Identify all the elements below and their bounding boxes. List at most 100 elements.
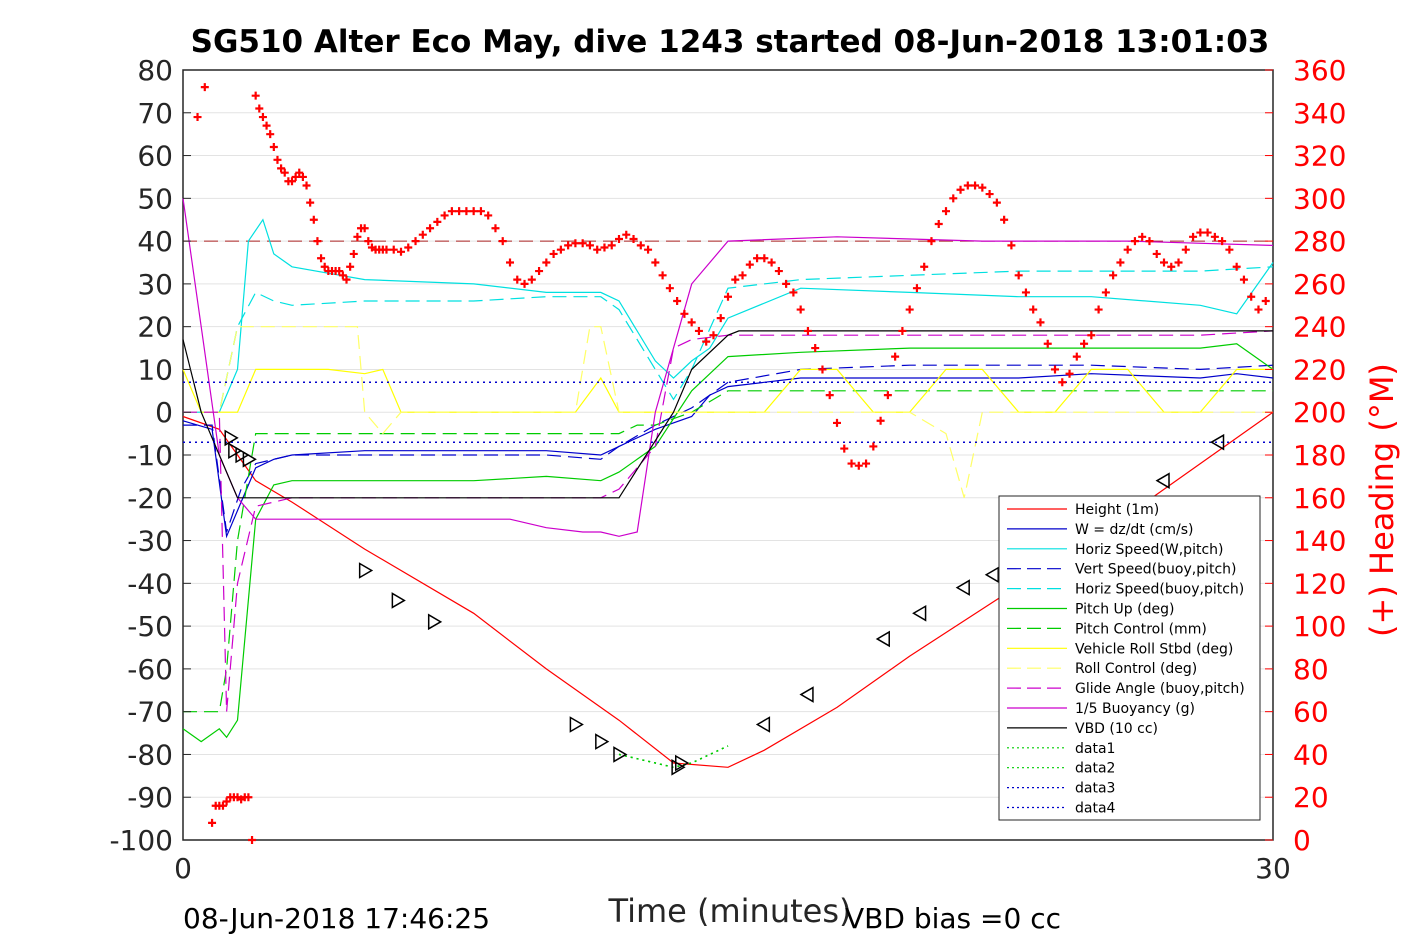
- y2-tick-label: 60: [1293, 696, 1329, 729]
- y-tick-label: 60: [137, 140, 173, 173]
- triangle-marker: [671, 758, 686, 776]
- heading-point: [818, 365, 827, 374]
- heading-point: [745, 260, 754, 269]
- heading-point: [364, 237, 373, 246]
- series-line: [182, 343, 1274, 743]
- triangle-marker: [242, 450, 257, 468]
- heading-point: [1145, 237, 1154, 246]
- y2-tick-label: 100: [1293, 610, 1346, 643]
- heading-point: [869, 442, 878, 451]
- axis-ticks-group: 80706050403020100-10-20-30-40-50-60-70-8…: [109, 54, 1346, 885]
- y-tick-label: 0: [155, 396, 173, 429]
- heading-point: [651, 258, 660, 267]
- heading-point: [338, 271, 347, 280]
- heading-point: [1138, 232, 1147, 241]
- series-line: [618, 745, 729, 769]
- heading-point: [1043, 339, 1052, 348]
- heading-point: [934, 220, 943, 228]
- heading-point: [222, 797, 231, 806]
- y2-tick-label: 80: [1293, 653, 1329, 686]
- heading-point: [702, 337, 711, 346]
- heading-point: [738, 271, 747, 280]
- heading-point: [291, 172, 300, 181]
- heading-point: [978, 183, 987, 192]
- heading-point: [1189, 232, 1198, 241]
- heading-point: [898, 326, 907, 335]
- heading-point: [767, 258, 776, 267]
- heading-point: [716, 314, 725, 323]
- heading-point: [549, 249, 558, 258]
- y2-axis-label: (+) Heading (°M): [1363, 363, 1401, 637]
- heading-point: [484, 211, 493, 220]
- triangle-marker: [613, 746, 628, 763]
- heading-point: [498, 237, 507, 246]
- series-line: [183, 330, 1274, 712]
- heading-point: [585, 241, 594, 250]
- heading-point: [273, 155, 282, 164]
- heading-point: [288, 177, 296, 186]
- heading-point: [694, 326, 703, 335]
- heading-point: [317, 254, 326, 263]
- triangle-marker: [391, 592, 406, 609]
- start-time-label: 08-Jun-2018 17:46:25: [183, 902, 490, 935]
- heading-point: [469, 207, 478, 216]
- heading-point: [404, 243, 413, 252]
- heading-point: [833, 418, 841, 427]
- series-line: [182, 198, 1274, 537]
- y-tick-label: -40: [127, 567, 173, 600]
- heading-point: [665, 284, 674, 293]
- heading-point: [306, 198, 315, 207]
- heading-point: [426, 224, 435, 233]
- series-line: [182, 368, 1273, 413]
- series-line: [618, 745, 729, 769]
- heading-point: [680, 309, 689, 318]
- y-tick-label: -90: [127, 781, 173, 814]
- heading-point: [985, 190, 994, 199]
- heading-point: [1174, 258, 1183, 267]
- heading-point: [218, 801, 227, 810]
- heading-point: [1101, 288, 1110, 297]
- y-tick-label: 40: [137, 225, 173, 258]
- heading-point: [418, 230, 427, 239]
- heading-point: [760, 254, 769, 263]
- y-tick-label: -20: [127, 482, 173, 515]
- heading-point: [1051, 365, 1059, 374]
- heading-point: [1130, 237, 1139, 246]
- y-tick-label: 10: [137, 353, 173, 386]
- y2-tick-label: 40: [1293, 738, 1329, 771]
- heading-point: [262, 121, 271, 130]
- heading-point: [709, 331, 718, 340]
- legend-label: Roll Control (deg): [1075, 661, 1197, 677]
- heading-point: [862, 459, 871, 468]
- y2-tick-label: 320: [1293, 140, 1346, 173]
- heading-point: [335, 267, 344, 276]
- heading-point: [1254, 305, 1263, 314]
- y-tick-label: 30: [137, 268, 173, 301]
- y2-tick-label: 360: [1293, 54, 1346, 87]
- legend-label: data1: [1075, 741, 1115, 757]
- heading-point: [266, 130, 275, 139]
- heading-point: [724, 292, 732, 301]
- heading-point: [1072, 352, 1081, 361]
- heading-point: [200, 83, 209, 92]
- legend-label: Pitch Up (deg): [1075, 602, 1174, 618]
- heading-point: [891, 352, 900, 361]
- heading-point: [1196, 228, 1205, 237]
- heading-point: [1239, 275, 1248, 284]
- heading-point: [280, 168, 289, 177]
- y2-tick-label: 260: [1293, 268, 1346, 301]
- y2-tick-label: 180: [1293, 439, 1346, 472]
- heading-point: [942, 207, 950, 216]
- heading-point: [1087, 331, 1096, 340]
- heading-point: [556, 245, 565, 254]
- series-line: [183, 326, 1273, 498]
- heading-point: [1160, 258, 1168, 267]
- heading-point: [255, 104, 264, 113]
- heading-point: [905, 305, 914, 314]
- heading-point: [313, 237, 322, 246]
- triangle-marker: [675, 754, 690, 772]
- triangle-marker: [235, 446, 250, 464]
- heading-point: [251, 91, 260, 100]
- heading-point: [349, 249, 358, 258]
- series-line: [183, 218, 1274, 413]
